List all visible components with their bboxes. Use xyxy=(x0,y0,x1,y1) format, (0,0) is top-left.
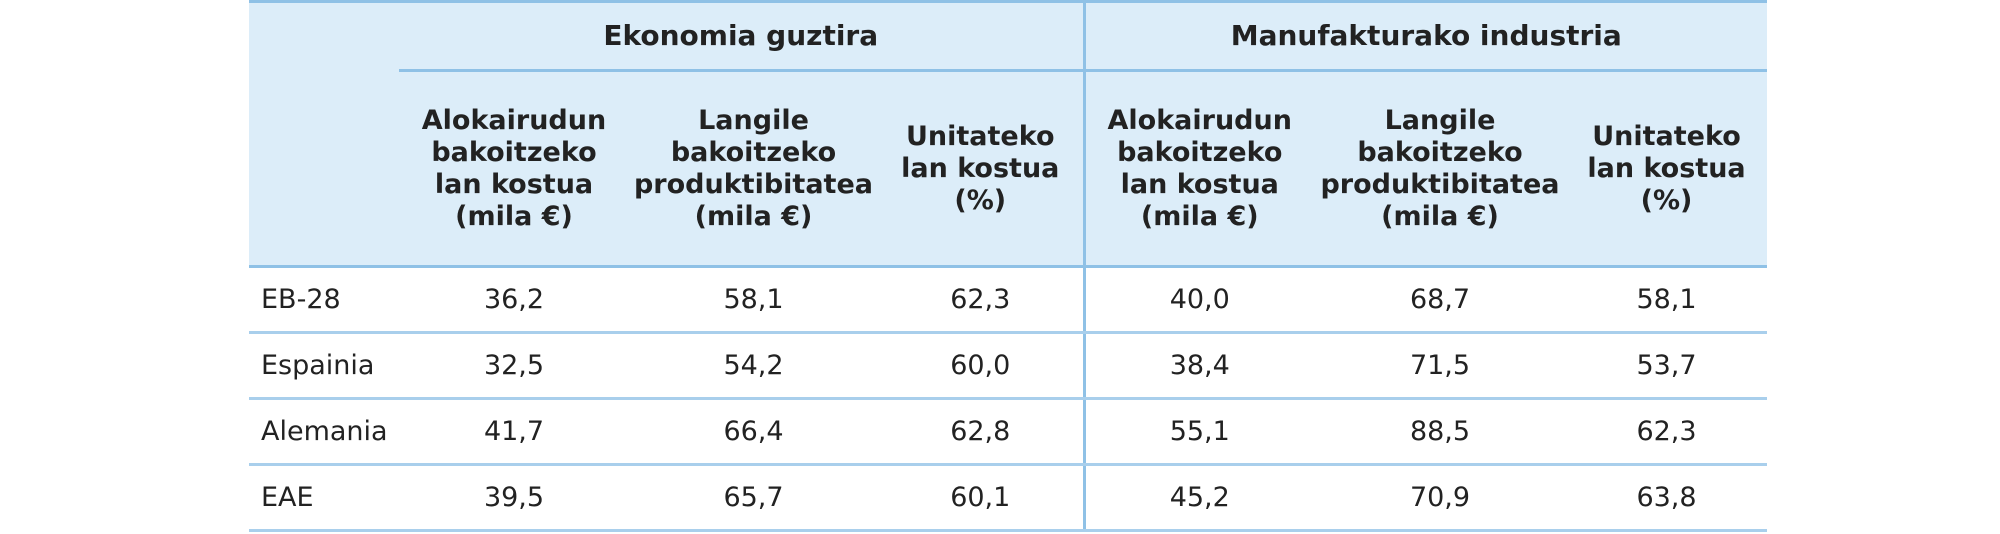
header-line: bakoitzeko xyxy=(1117,136,1283,168)
header-line: Langile xyxy=(698,104,809,136)
column-header: Langile bakoitzeko produktibitatea (mila €) xyxy=(629,70,878,268)
cell: 58,1 xyxy=(1566,266,1768,334)
header-line: (%) xyxy=(954,184,1007,216)
group-header: Ekonomia guztira xyxy=(399,0,1084,72)
header-line: lan kostua xyxy=(1120,168,1279,200)
data-table: Ekonomia guztira Manufakturako industria… xyxy=(249,0,1768,532)
cell: 62,3 xyxy=(1566,398,1768,466)
cell: 53,7 xyxy=(1566,332,1768,400)
cell: 38,4 xyxy=(1082,332,1314,400)
header-line: Unitateko xyxy=(1592,120,1741,152)
cell: 60,0 xyxy=(878,332,1084,400)
table-row: Espainia 32,5 54,2 60,0 38,4 71,5 53,7 xyxy=(249,332,1768,400)
cell: 55,1 xyxy=(1082,398,1314,466)
table-row: Alemania 41,7 66,4 62,8 55,1 88,5 62,3 xyxy=(249,398,1768,466)
cell: 60,1 xyxy=(878,464,1084,532)
header-line: Alokairudun xyxy=(1107,104,1292,136)
cell: 62,3 xyxy=(878,266,1084,334)
header-line: bakoitzeko xyxy=(431,136,597,168)
header-line: lan kostua xyxy=(1587,152,1746,184)
column-header-row: Alokairudun bakoitzeko lan kostua (mila €) L… xyxy=(249,70,1768,268)
header-line: Langile xyxy=(1384,104,1496,136)
cell: 68,7 xyxy=(1314,266,1566,334)
cell: 40,0 xyxy=(1082,266,1314,334)
table-body: EB-28 36,2 58,1 62,3 40,0 68,7 58,1 Espainia 32,… xyxy=(249,266,1768,532)
cell: 65,7 xyxy=(629,464,878,532)
cell: 32,5 xyxy=(399,332,629,400)
cell: 71,5 xyxy=(1314,332,1566,400)
table-row: EB-28 36,2 58,1 62,3 40,0 68,7 58,1 xyxy=(249,266,1768,334)
column-header: Langile bakoitzeko produktibitatea (mila €) xyxy=(1314,70,1566,268)
row-label: EB-28 xyxy=(249,266,399,334)
column-header: Alokairudun bakoitzeko lan kostua (mila €) xyxy=(399,70,629,268)
header-line: (mila €) xyxy=(694,200,813,232)
cell: 66,4 xyxy=(629,398,878,466)
cell: 41,7 xyxy=(399,398,629,466)
column-header: Unitateko lan kostua (%) xyxy=(1566,70,1768,268)
header-line: (%) xyxy=(1640,184,1693,216)
header-line: (mila €) xyxy=(1381,200,1499,232)
cell: 36,2 xyxy=(399,266,629,334)
header-line: bakoitzeko xyxy=(1357,136,1523,168)
header-line: bakoitzeko xyxy=(670,136,837,168)
header-line: produktibitatea xyxy=(633,168,873,200)
table-head: Ekonomia guztira Manufakturako industria… xyxy=(249,0,1768,268)
header-line: (mila €) xyxy=(455,200,573,232)
header-line: (mila €) xyxy=(1140,200,1259,232)
row-label: Espainia xyxy=(249,332,399,400)
corner-cell xyxy=(249,0,399,268)
header-line: Unitateko xyxy=(905,120,1055,152)
group-row: Ekonomia guztira Manufakturako industria xyxy=(249,0,1768,268)
header-line: produktibitatea xyxy=(1320,168,1560,200)
header-line: lan kostua xyxy=(434,168,594,200)
cell: 39,5 xyxy=(399,464,629,532)
column-header: Unitateko lan kostua (%) xyxy=(878,70,1084,268)
row-label: Alemania xyxy=(249,398,399,466)
cell: 88,5 xyxy=(1314,398,1566,466)
cell: 45,2 xyxy=(1082,464,1314,532)
group-header: Manufakturako industria xyxy=(1082,0,1768,72)
table-row: EAE 39,5 65,7 60,1 45,2 70,9 63,8 xyxy=(249,464,1768,532)
cell: 54,2 xyxy=(629,332,878,400)
cell: 58,1 xyxy=(629,266,878,334)
header-line: Alokairudun xyxy=(421,104,607,136)
cell: 70,9 xyxy=(1314,464,1566,532)
column-header: Alokairudun bakoitzeko lan kostua (mila €) xyxy=(1082,70,1314,268)
header-line: lan kostua xyxy=(901,152,1060,184)
cell: 62,8 xyxy=(878,398,1084,466)
cell: 63,8 xyxy=(1566,464,1768,532)
row-label: EAE xyxy=(249,464,399,532)
